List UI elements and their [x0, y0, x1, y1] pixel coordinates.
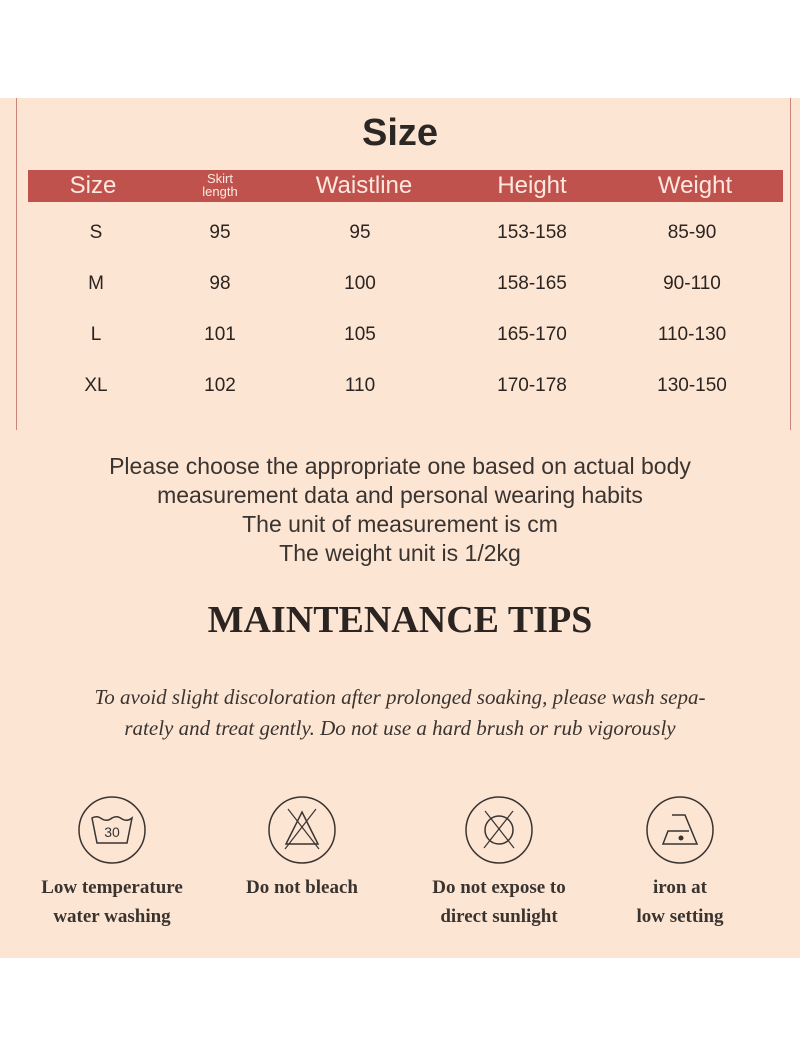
care-item-bleach: Do not bleach [207, 795, 397, 902]
size-table-cell: 90-110 [663, 273, 721, 294]
description-line: To avoid slight discoloration after prol… [94, 685, 706, 709]
size-table-cell: 95 [209, 222, 231, 243]
wash-temp-text: 30 [104, 824, 120, 840]
care-label: Do not bleach [246, 877, 358, 898]
header-waistline: Waistline [315, 172, 413, 199]
product-panel [0, 98, 800, 958]
size-table-cell: 170-178 [497, 375, 567, 396]
size-table-cell: 153-158 [497, 222, 567, 243]
size-table-cell: XL [84, 375, 108, 396]
size-table-cell: 158-165 [497, 273, 567, 294]
note-line: Please choose the appropriate one based … [109, 453, 691, 479]
size-table-cell: 100 [344, 273, 376, 294]
size-title: Size [361, 112, 439, 154]
size-table-row: XL 102 110 170-178 130-150 [0, 375, 800, 405]
care-label: low setting [636, 906, 724, 927]
header-weight: Weight [657, 172, 733, 199]
size-table-row: M 98 100 158-165 90-110 [0, 273, 800, 303]
header-skirt-length: Skirt length [202, 171, 238, 199]
note-line: measurement data and personal wearing ha… [157, 482, 643, 508]
size-table-cell: 130-150 [657, 375, 727, 396]
size-table-header: Size Skirt length Waistline Height Weigh… [28, 170, 783, 202]
size-table-row: S 95 95 153-158 85-90 [0, 222, 800, 252]
size-table-cell: 95 [349, 222, 371, 243]
care-label: Do not expose to [432, 877, 566, 898]
care-label: Low temperature [41, 877, 183, 898]
care-label: water washing [53, 906, 171, 927]
no-bleach-icon [268, 796, 336, 864]
care-label: iron at [652, 877, 707, 898]
size-table-cell: 110-130 [657, 324, 727, 345]
iron-low-icon [646, 796, 714, 864]
wash-30-icon: 30 [78, 796, 146, 864]
care-item-iron: iron at low setting [585, 795, 775, 931]
size-table-cell: 165-170 [497, 324, 567, 345]
care-label: direct sunlight [440, 906, 558, 927]
size-table-cell: M [88, 273, 104, 294]
no-sunlight-icon [465, 796, 533, 864]
border-line-left [16, 98, 17, 430]
header-size: Size [69, 172, 117, 199]
note-line: The weight unit is 1/2kg [279, 540, 521, 566]
maintenance-description: To avoid slight discoloration after prol… [0, 682, 800, 744]
note-line: The unit of measurement is cm [242, 511, 558, 537]
size-table-row: L 101 105 165-170 110-130 [0, 324, 800, 354]
maintenance-title: MAINTENANCE TIPS [207, 599, 593, 641]
size-table-cell: 101 [204, 324, 236, 345]
size-table-cell: 110 [344, 375, 376, 396]
size-table-cell: 98 [209, 273, 231, 294]
care-item-sunlight: Do not expose to direct sunlight [404, 795, 594, 931]
size-table-cell: 105 [344, 324, 376, 345]
description-line: rately and treat gently. Do not use a ha… [124, 716, 676, 740]
header-height: Height [497, 172, 567, 199]
size-table-cell: 85-90 [667, 222, 717, 243]
care-item-wash: 30 Low temperature water washing [17, 795, 207, 931]
size-table-cell: L [90, 324, 102, 345]
size-table-cell: 102 [204, 375, 236, 396]
size-notes: Please choose the appropriate one based … [0, 452, 800, 568]
border-line-right [790, 98, 791, 430]
size-table-cell: S [89, 222, 103, 243]
